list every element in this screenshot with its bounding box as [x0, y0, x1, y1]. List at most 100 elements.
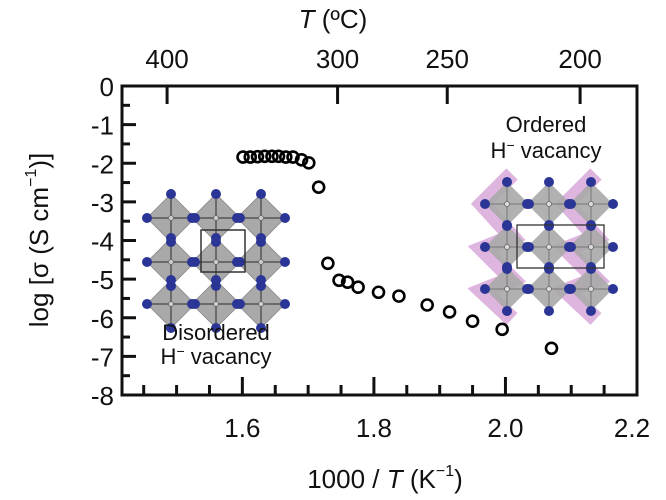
disordered-label-line2: H− vacancy	[161, 343, 272, 369]
data-points	[236, 149, 559, 356]
anion-atom	[608, 284, 618, 294]
anion-atom	[187, 299, 197, 309]
anion-atom	[564, 284, 574, 294]
data-point	[271, 149, 286, 164]
ordered-label-line1: Ordered	[506, 112, 587, 137]
data-point	[301, 156, 316, 170]
anion-atom	[522, 199, 532, 209]
cation	[588, 201, 594, 207]
anion-atom	[166, 189, 176, 199]
anion-atom	[256, 323, 266, 333]
ordered-structure-inset	[467, 168, 618, 325]
data-point	[332, 273, 346, 288]
ordered-label-line2: H− vacancy	[491, 137, 602, 163]
cation	[213, 301, 219, 307]
anion-atom	[211, 189, 221, 199]
disordered-label-line1: Disordered	[162, 320, 270, 345]
y-axis-title: log [σ (S cm−1)]	[23, 153, 54, 327]
data-point	[250, 149, 265, 164]
unit-cell	[200, 229, 246, 273]
x-tick-label: 2.2	[614, 413, 650, 443]
anion-atom	[522, 242, 532, 252]
anion-atom	[564, 242, 574, 252]
data-point	[265, 149, 279, 164]
anion-atom	[280, 257, 290, 267]
x-tick-label: 1.8	[356, 413, 392, 443]
cation	[258, 215, 264, 221]
anion-atom	[564, 199, 574, 209]
anion-atom	[211, 275, 221, 285]
anion-atom	[211, 233, 221, 243]
anion-atom	[544, 177, 554, 187]
anion-atom	[544, 306, 554, 316]
anion-atom	[256, 233, 266, 243]
data-point	[321, 256, 335, 271]
anion-atom	[187, 257, 197, 267]
data-point	[392, 289, 406, 303]
anion-atom	[232, 257, 242, 267]
top-tick-label: 200	[558, 44, 601, 74]
top-axis-title: T (ºC)	[299, 4, 368, 34]
data-point	[294, 152, 309, 167]
top-tick-labels: 400 300 250 200	[145, 44, 601, 74]
y-tick-label: -3	[91, 188, 114, 218]
y-tick-label: -7	[91, 342, 114, 372]
y-tick-label: 0	[100, 72, 114, 102]
disordered-structure-inset	[142, 189, 290, 333]
data-point	[351, 280, 365, 295]
anion-atom	[586, 262, 596, 272]
cation	[504, 286, 510, 292]
anion-atom	[544, 262, 554, 272]
cation	[168, 215, 174, 221]
data-point	[278, 150, 293, 164]
anion-atom	[608, 242, 618, 252]
data-point	[236, 150, 250, 164]
x-tick-label: 1.6	[224, 413, 260, 443]
anion-atom	[502, 306, 512, 316]
anion-atom	[232, 213, 242, 223]
anion-atom	[502, 262, 512, 272]
anion-atom	[522, 284, 532, 294]
anion-atom	[480, 242, 490, 252]
anion-atom	[480, 284, 490, 294]
anion-atom	[586, 177, 596, 187]
anion-atom	[142, 299, 152, 309]
anion-atom	[280, 213, 290, 223]
cation	[588, 286, 594, 292]
anion-atom	[166, 323, 176, 333]
data-point	[544, 341, 559, 356]
anion-atom	[608, 199, 618, 209]
cation	[546, 286, 552, 292]
data-point	[286, 150, 300, 164]
data-point	[420, 298, 434, 312]
cation	[546, 244, 552, 250]
anion-atom	[502, 220, 512, 230]
anion-atom	[586, 306, 596, 316]
cation	[213, 259, 219, 265]
top-tick-label: 250	[426, 44, 469, 74]
data-point	[371, 285, 386, 300]
anion-atom	[256, 275, 266, 285]
cation	[504, 244, 510, 250]
data-point	[465, 314, 480, 329]
cation	[213, 215, 219, 221]
anion-atom	[280, 299, 290, 309]
data-point	[243, 150, 258, 164]
cation	[504, 201, 510, 207]
y-tick-label: -2	[91, 149, 114, 179]
top-tick-label: 300	[316, 44, 359, 74]
data-point	[340, 275, 355, 290]
y-tick-label: -8	[91, 381, 114, 411]
anion-atom	[480, 199, 490, 209]
anion-atom	[166, 233, 176, 243]
cation	[258, 259, 264, 265]
x-axis-title: 1000 / T (K−1)	[307, 463, 463, 494]
data-point	[495, 322, 509, 337]
cation	[588, 244, 594, 250]
y-tick-labels: 0 -1 -2 -3 -4 -5 -6 -7 -8	[91, 72, 114, 411]
y-tick-label: -6	[91, 304, 114, 334]
anion-atom	[166, 275, 176, 285]
x-tick-label: 2.0	[487, 413, 523, 443]
cation	[168, 301, 174, 307]
top-tick-label: 400	[145, 44, 188, 74]
